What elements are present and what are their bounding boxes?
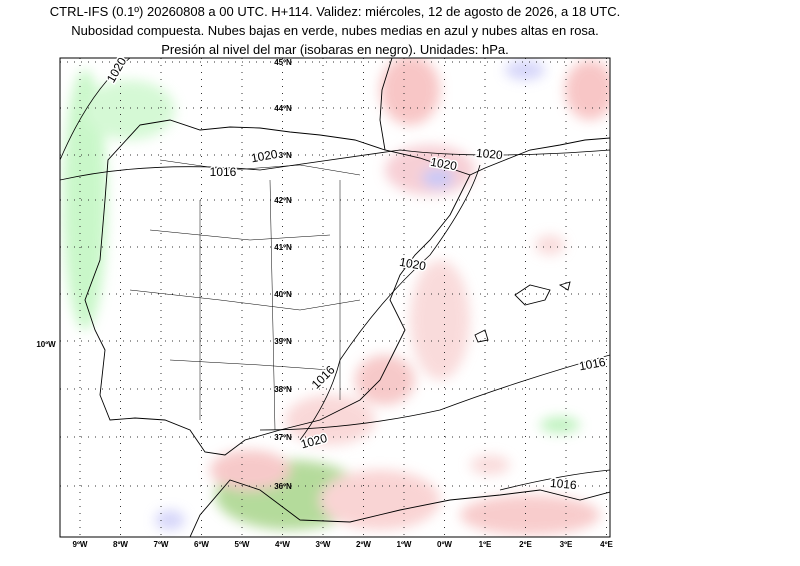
lat-label: 42ºN — [274, 196, 292, 205]
isobar-label: 1016 — [578, 355, 607, 373]
lat-label: 41ºN — [274, 243, 292, 252]
lat-label: 44ºN — [274, 104, 292, 113]
isobars — [60, 58, 610, 491]
lon-label: 4ºE — [600, 540, 613, 549]
lat-label: 38ºN — [274, 385, 292, 394]
isobar-label: 1020 — [475, 146, 503, 162]
isobar-label: 1020 — [250, 147, 279, 165]
lon-label: 7ºW — [154, 540, 169, 549]
isobar-label: 1020 — [398, 255, 427, 273]
lon-label: 4ºW — [275, 540, 290, 549]
lon-label: 2ºW — [356, 540, 371, 549]
lat-label: 37ºN — [274, 433, 292, 442]
lon-label: 10ºW — [36, 340, 56, 349]
lon-label: 3ºW — [316, 540, 331, 549]
isobar-label: 1016 — [210, 165, 237, 179]
lon-label: 2ºE — [519, 540, 532, 549]
lon-label: 8ºW — [113, 540, 128, 549]
lon-label: 0ºW — [437, 540, 452, 549]
lon-label: 1ºW — [397, 540, 412, 549]
title-line: Nubosidad compuesta. Nubes bajas en verd… — [71, 23, 599, 38]
coastlines — [84, 58, 610, 537]
lon-label: 9ºW — [73, 540, 88, 549]
lon-label: 5ºW — [235, 540, 250, 549]
lat-label: 40ºN — [274, 290, 292, 299]
lon-label: 6ºW — [194, 540, 209, 549]
title-line: CTRL-IFS (0.1º) 20260808 a 00 UTC. H+114… — [49, 4, 621, 19]
graticule — [60, 58, 610, 537]
lat-label: 39ºN — [274, 337, 292, 346]
title-line: Presión al nivel del mar (isobaras en ne… — [161, 42, 509, 57]
isobar-label: 1020 — [429, 155, 458, 173]
clouds — [63, 58, 610, 535]
map-frame — [59, 57, 611, 538]
header: CTRL-IFS (0.1º) 20260808 a 00 UTC. H+114… — [0, 2, 670, 59]
isobar-label: 1016 — [549, 476, 577, 492]
lon-label: 3ºE — [560, 540, 573, 549]
lat-label: 43ºN — [274, 151, 292, 160]
lat-label: 36ºN — [274, 482, 292, 491]
lon-label: 1ºE — [479, 540, 492, 549]
lat-label: 45ºN — [274, 58, 292, 67]
